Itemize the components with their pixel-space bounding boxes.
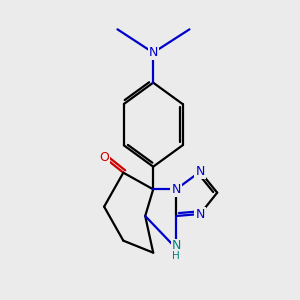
Text: O: O: [99, 151, 109, 164]
Text: N: N: [195, 165, 205, 178]
Text: N: N: [171, 239, 181, 252]
Text: N: N: [195, 208, 205, 220]
Text: H: H: [172, 251, 180, 261]
Text: N: N: [171, 183, 181, 196]
Text: N: N: [148, 46, 158, 59]
